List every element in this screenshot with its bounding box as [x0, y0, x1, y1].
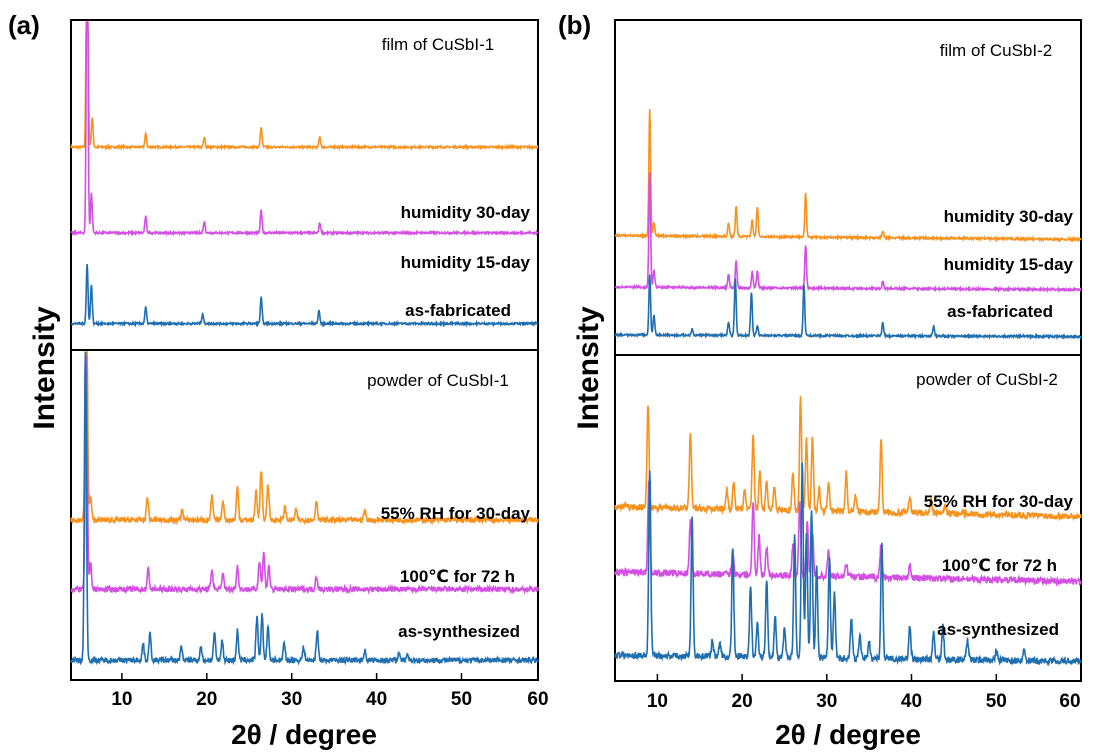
pattern-a-bottom-55-rh-30-day	[70, 351, 539, 526]
series-label-a-as-fabricated: as-fabricated	[405, 301, 511, 320]
series-label-b-humidity-30-day: humidity 30-day	[944, 207, 1074, 226]
x-axis-label-a: 2θ / degree	[231, 719, 377, 750]
subplot-title-powder-cusbi-2: powder of CuSbI-2	[916, 370, 1058, 389]
series-label-a-100c-72-h: 100℃ for 72 h	[400, 567, 515, 586]
x-tick-label-a-50: 50	[451, 689, 472, 710]
pattern-a-bottom-100c-72-h	[70, 355, 539, 595]
x-axis-label-b: 2θ / degree	[775, 719, 921, 750]
series-group-a-top	[70, 21, 539, 328]
pattern-a-bottom-as-synthesized	[70, 351, 539, 666]
x-tick-label-a-60: 60	[527, 689, 548, 710]
x-tick-label-a-40: 40	[366, 689, 387, 710]
pattern-b-bottom-55-rh-30-day	[614, 396, 1082, 522]
panel-a: (a) Intensity film of CuSbI-1 powder of …	[8, 10, 549, 750]
x-tick-label-b-60: 60	[1059, 691, 1080, 712]
pattern-a-top-as-fabricated	[70, 263, 539, 328]
x-tick-label-a-30: 30	[281, 689, 302, 710]
subplot-title-powder-cusbi-1: powder of CuSbI-1	[367, 371, 509, 390]
pattern-a-top-humidity-15-day	[70, 21, 539, 237]
series-group-b-top	[614, 109, 1082, 341]
subplot-title-film-cusbi-2: film of CuSbI-2	[940, 41, 1052, 60]
x-tick-label-b-50: 50	[986, 691, 1007, 712]
series-label-a-55-rh-30-day: 55% RH for 30-day	[381, 504, 531, 523]
series-label-a-humidity-30-day: humidity 30-day	[401, 203, 531, 222]
x-tick-label-b-40: 40	[901, 691, 922, 712]
series-group-a-bottom	[70, 351, 539, 666]
x-tick-label-a-20: 20	[196, 689, 217, 710]
series-label-b-as-fabricated: as-fabricated	[947, 302, 1053, 321]
x-tick-label-a-10: 10	[111, 689, 132, 710]
plot-frame-bottom-a	[70, 349, 539, 681]
x-tick-label-b-10: 10	[647, 691, 668, 712]
pattern-b-bottom-as-synthesized	[614, 462, 1082, 667]
series-label-b-55-rh-30-day: 55% RH for 30-day	[924, 492, 1074, 511]
pattern-b-top-humidity-15-day	[614, 172, 1082, 294]
pattern-b-top-as-fabricated	[614, 274, 1082, 341]
x-tick-label-b-30: 30	[816, 691, 837, 712]
pattern-a-top-humidity-30-day	[70, 21, 539, 152]
x-axis-a: 10 20 30 40 50 60 2θ / degree	[111, 673, 549, 750]
y-axis-label-a: Intensity	[28, 306, 61, 430]
series-label-b-humidity-15-day: humidity 15-day	[944, 255, 1074, 274]
y-axis-label-b: Intensity	[572, 306, 605, 430]
panel-b: (b) Intensity film of CuSbI-2 powder of …	[558, 10, 1082, 750]
x-tick-label-b-20: 20	[732, 691, 753, 712]
series-label-a-as-synthesized: as-synthesized	[398, 622, 520, 641]
series-label-b-100c-72-h: 100℃ for 72 h	[942, 556, 1057, 575]
panel-letter-a: (a)	[8, 10, 40, 40]
subplot-title-film-cusbi-1: film of CuSbI-1	[382, 35, 494, 54]
x-axis-b: 10 20 30 40 50 60 2θ / degree	[647, 674, 1082, 750]
pattern-b-top-humidity-30-day	[614, 109, 1082, 244]
series-label-a-humidity-15-day: humidity 15-day	[401, 253, 531, 272]
panel-letter-b: (b)	[558, 10, 591, 40]
series-label-b-as-synthesized: as-synthesized	[937, 620, 1059, 639]
series-group-b-bottom	[614, 396, 1082, 667]
